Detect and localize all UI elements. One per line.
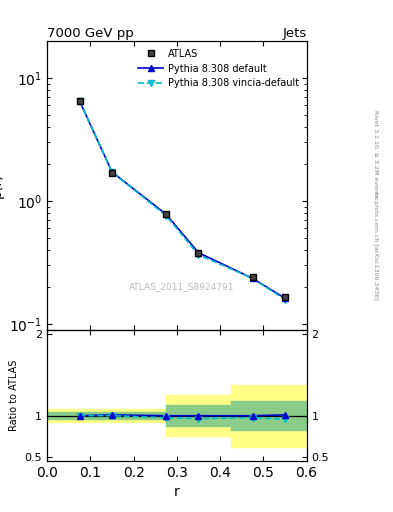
Y-axis label: ρ(r): ρ(r) [0,173,4,198]
Text: mcplots.cern.ch [arXiv:1306.3436]: mcplots.cern.ch [arXiv:1306.3436] [373,191,378,300]
Y-axis label: Ratio to ATLAS: Ratio to ATLAS [9,359,19,431]
X-axis label: r: r [174,485,180,499]
Text: 7000 GeV pp: 7000 GeV pp [47,27,134,40]
Text: ATLAS_2011_S8924791: ATLAS_2011_S8924791 [129,282,235,291]
Text: Jets: Jets [282,27,307,40]
Legend: ATLAS, Pythia 8.308 default, Pythia 8.308 vincia-default: ATLAS, Pythia 8.308 default, Pythia 8.30… [136,46,302,91]
Text: Rivet 3.1.10, ≥ 3.2M events: Rivet 3.1.10, ≥ 3.2M events [373,110,378,198]
